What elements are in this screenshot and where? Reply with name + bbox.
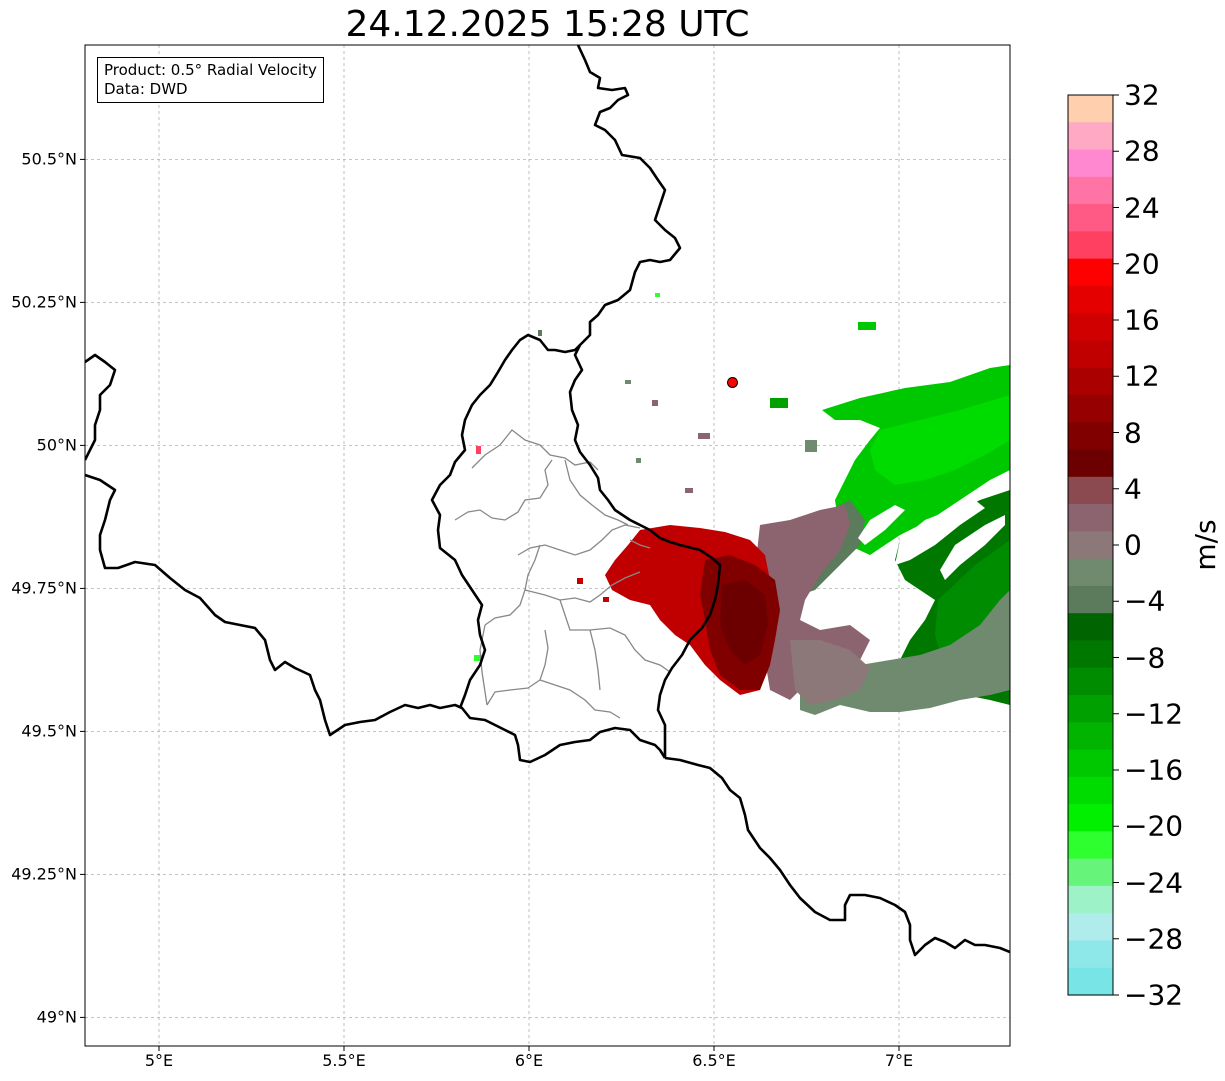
- colorbar-segment: [1068, 967, 1113, 996]
- echo-speck: [858, 322, 876, 330]
- echo-speck: [770, 398, 788, 408]
- colorbar-tick-label: −28: [1124, 922, 1184, 956]
- colorbar-tick-label: 4: [1124, 472, 1142, 506]
- echo-speck: [474, 655, 482, 661]
- colorbar-tick-label: 24: [1124, 191, 1160, 224]
- echo-speck: [636, 458, 641, 463]
- colorbar-segment: [1068, 695, 1113, 723]
- colorbar-segment: [1068, 640, 1113, 669]
- echo-speck: [698, 433, 710, 439]
- colorbar-tick-label: 32: [1124, 78, 1160, 112]
- colorbar-segment: [1068, 340, 1113, 369]
- echo-speck: [652, 400, 658, 406]
- colorbar-segment: [1068, 285, 1113, 314]
- echo-speck: [685, 488, 693, 493]
- colorbar: [1067, 94, 1119, 996]
- colorbar-tick-label: 20: [1124, 247, 1160, 281]
- lat-tick-label: 49.5°N: [21, 721, 77, 741]
- map-gridlines: [85, 45, 1010, 1046]
- lon-tick-label: 6°E: [514, 1051, 544, 1070]
- lon-tick-label: 6.5°E: [692, 1051, 736, 1070]
- data-source-label: Data: DWD: [104, 80, 188, 98]
- colorbar-segment: [1068, 367, 1113, 396]
- colorbar-segment: [1068, 122, 1113, 151]
- colorbar-segment: [1068, 749, 1113, 778]
- echo-maroon: [720, 580, 768, 665]
- colorbar-segment: [1068, 204, 1113, 232]
- colorbar-segment: [1068, 149, 1113, 178]
- colorbar-segment: [1068, 804, 1113, 832]
- colorbar-segment: [1068, 858, 1113, 887]
- colorbar-segment: [1068, 940, 1113, 969]
- echo-speck: [655, 293, 660, 297]
- lat-tick-label: 49.75°N: [11, 578, 77, 598]
- colorbar-segment: [1068, 913, 1113, 942]
- echo-gap-1: [895, 500, 985, 565]
- map-border: [84, 44, 1011, 1047]
- lon-tick-label: 7°E: [884, 1051, 914, 1070]
- colorbar-segment: [1068, 258, 1113, 287]
- echo-speck: [577, 578, 583, 584]
- colorbar-tick-label: 8: [1124, 416, 1142, 449]
- colorbar-tick-label: 0: [1124, 528, 1142, 562]
- echo-light-green: [870, 395, 1010, 485]
- colorbar-segment: [1068, 585, 1113, 614]
- map-axis-ticks: [80, 158, 900, 1051]
- lat-tick-label: 50.25°N: [11, 292, 77, 312]
- colorbar-tick-label: −4: [1124, 584, 1166, 618]
- colorbar-segment: [1068, 449, 1113, 478]
- lon-tick-label: 5°E: [144, 1051, 174, 1070]
- colorbar-segment: [1068, 395, 1113, 423]
- colorbar-tick-label: 28: [1124, 134, 1160, 168]
- lat-tick-label: 49.25°N: [11, 864, 77, 884]
- colorbar-tick-label: −16: [1124, 753, 1184, 787]
- info-box: Product: 0.5° Radial Velocity Data: DWD: [97, 57, 324, 103]
- lat-tick-label: 49°N: [36, 1007, 77, 1027]
- echo-speck: [603, 597, 609, 602]
- echo-speck: [625, 380, 631, 384]
- lat-tick-label: 50.5°N: [21, 149, 77, 169]
- country-borders: [85, 45, 1010, 957]
- lat-tick-label: 50°N: [36, 435, 77, 455]
- colorbar-segment: [1068, 831, 1113, 860]
- colorbar-tick-label: −8: [1124, 641, 1166, 674]
- echo-speck: [476, 446, 481, 454]
- colorbar-segment: [1068, 504, 1113, 532]
- echo-speck: [538, 330, 542, 336]
- colorbar-segment: [1068, 176, 1113, 205]
- lon-tick-label: 5.5°E: [322, 1051, 366, 1070]
- echo-gap-2: [940, 515, 1005, 580]
- colorbar-segment: [1068, 722, 1113, 751]
- colorbar-segment: [1068, 231, 1113, 260]
- colorbar-unit: m/s: [1189, 519, 1223, 571]
- colorbar-segment: [1068, 776, 1113, 805]
- admin-boundaries: [454, 429, 671, 719]
- colorbar-tick-label: −12: [1124, 697, 1184, 731]
- radar-echoes: [474, 293, 1010, 715]
- colorbar-tick-label: −32: [1124, 978, 1184, 1012]
- colorbar-segment: [1068, 476, 1113, 505]
- product-label: Product: 0.5° Radial Velocity: [104, 61, 317, 79]
- echo-speck: [805, 440, 817, 452]
- colorbar-segment: [1068, 885, 1113, 914]
- echo-gap-3: [858, 505, 905, 545]
- colorbar-segment: [1068, 422, 1113, 451]
- colorbar-segment: [1068, 558, 1113, 587]
- colorbar-segment: [1068, 667, 1113, 696]
- colorbar-segment: [1068, 613, 1113, 642]
- colorbar-segment: [1068, 531, 1113, 560]
- page-title: 24.12.2025 15:28 UTC: [345, 4, 750, 45]
- colorbar-segment: [1068, 313, 1113, 342]
- colorbar-tick-label: 12: [1124, 359, 1160, 393]
- colorbar-tick-label: −20: [1124, 809, 1184, 843]
- colorbar-tick-label: −24: [1124, 866, 1184, 899]
- colorbar-tick-label: 16: [1124, 303, 1160, 337]
- echo-mauve-2: [790, 640, 870, 705]
- radar-site-marker[interactable]: [727, 376, 738, 388]
- colorbar-segment: [1068, 95, 1113, 123]
